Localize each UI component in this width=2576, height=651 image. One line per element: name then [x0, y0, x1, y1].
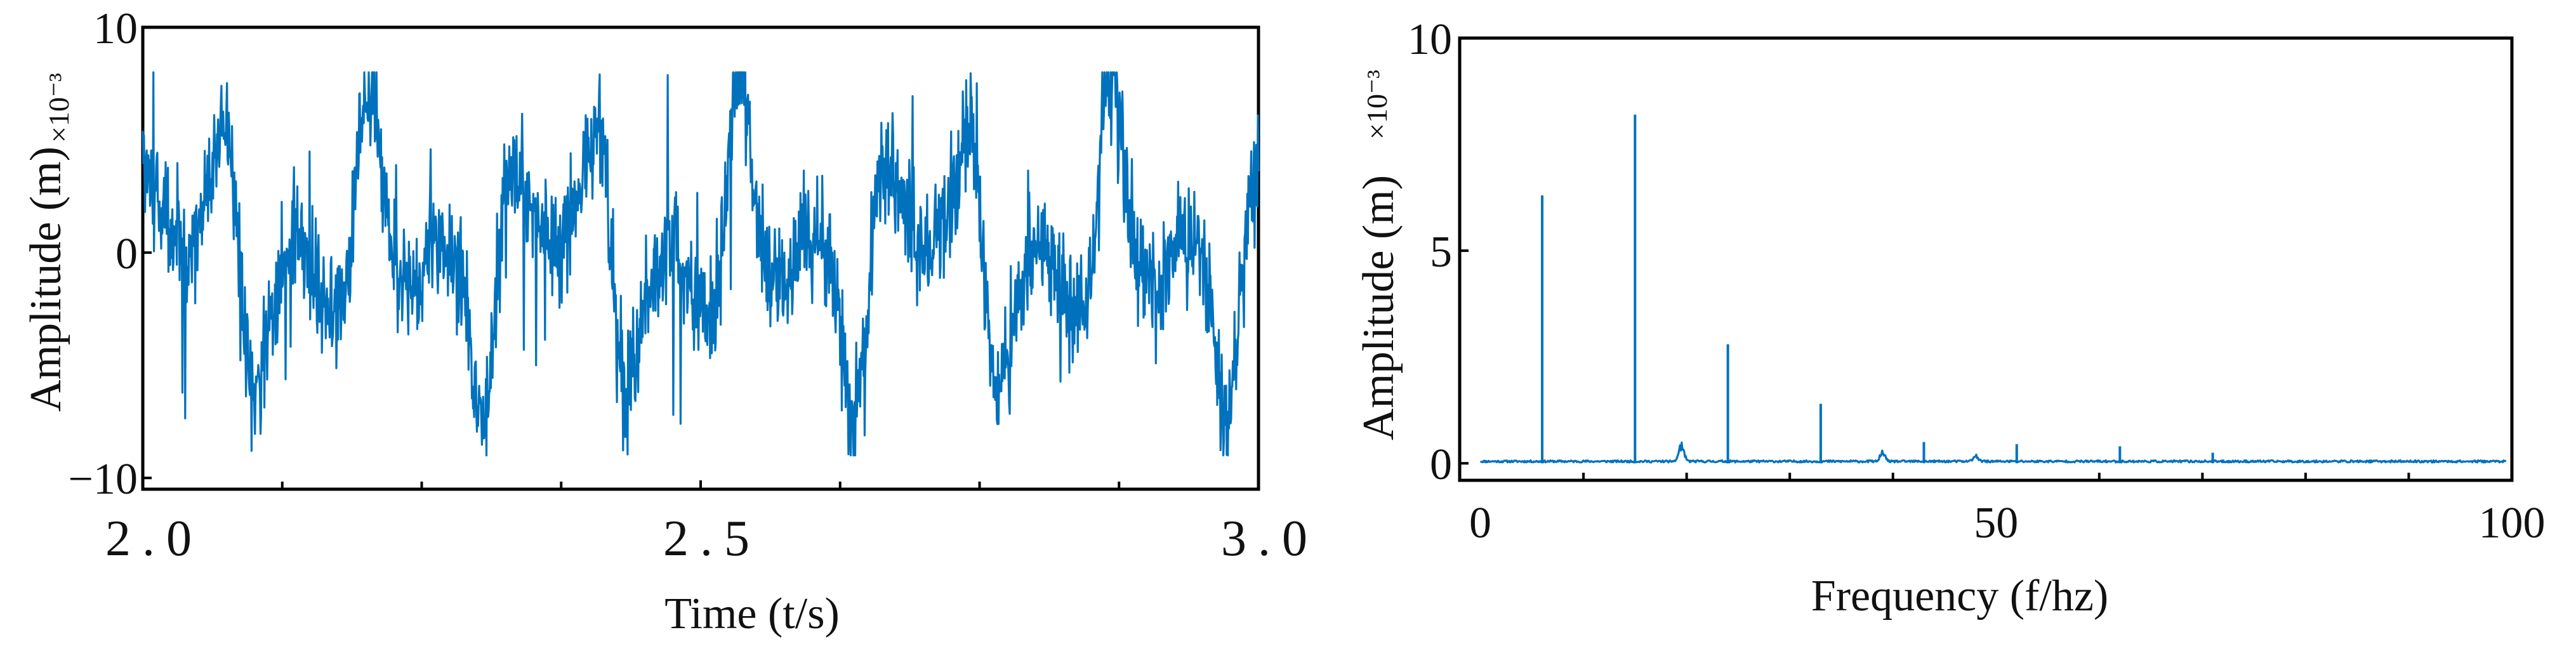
x-axis-ticks: 2.0 2.5 3.0 — [105, 480, 1319, 567]
y-axis-scale-label: ×10⁻³ — [1361, 70, 1393, 140]
x-tick-label: 100 — [2479, 499, 2546, 548]
spectrum-peaks — [1541, 114, 2214, 464]
x-axis-label: Frequency (f/hz) — [1811, 572, 2108, 621]
y-tick-label: 5 — [1430, 228, 1452, 277]
time-signal-line — [142, 71, 1260, 457]
spectrum-noise-floor — [1480, 441, 2507, 464]
y-tick-label: 10 — [1408, 15, 1452, 64]
x-tick-label: 2.5 — [663, 511, 761, 567]
y-axis-ticks: 10 5 0 — [1408, 15, 1469, 489]
y-tick-label: −10 — [69, 455, 138, 504]
y-axis-ticks: 10 0 −10 — [69, 4, 152, 504]
x-tick-label: 50 — [1974, 499, 2018, 548]
x-tick-label: 2.0 — [105, 511, 203, 567]
x-tick-label: 0 — [1469, 499, 1491, 548]
x-axis-ticks: 0 50 100 — [1469, 473, 2546, 548]
y-axis-label: Amplitude (m) — [22, 147, 70, 412]
y-tick-label: 0 — [1430, 440, 1452, 489]
time-signal-chart: 2.0 2.5 3.0 10 0 −10 Time (t/s) Amplitude (m… — [22, 4, 1319, 638]
plot-frame — [1458, 36, 2514, 482]
y-tick-label: 10 — [93, 4, 138, 53]
y-axis-label: Amplitude (m) — [1354, 175, 1403, 440]
x-axis-label: Time (t/s) — [664, 589, 840, 638]
y-axis-scale-label: ×10⁻³ — [43, 73, 75, 143]
y-tick-label: 0 — [116, 230, 138, 279]
x-tick-label: 3.0 — [1221, 511, 1319, 567]
